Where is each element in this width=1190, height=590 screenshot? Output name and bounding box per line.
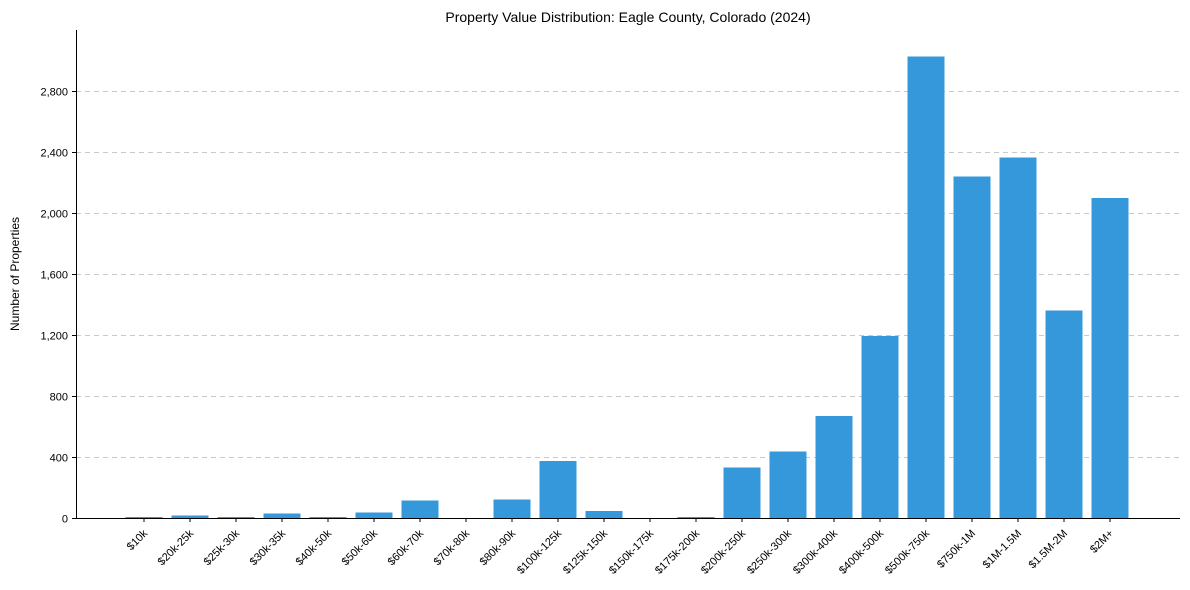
x-tick-label: $500k-750k: [883, 527, 932, 576]
x-tick-label: $80k-90k: [478, 527, 519, 568]
x-tick-label: $1.5M-2M: [1027, 528, 1071, 572]
y-tick-label: 0: [62, 514, 68, 526]
bar: [953, 176, 991, 518]
x-tick-label: $175k-200k: [653, 527, 702, 576]
bar: [539, 460, 577, 518]
bar: [861, 335, 899, 518]
bar: [1045, 310, 1083, 518]
bars: [125, 56, 1129, 518]
y-axis-ticks: 0 400 800 1,200 1,600 2,000 2,400 2,800: [40, 87, 76, 526]
x-tick-label: $40k-50k: [294, 527, 335, 568]
bar: [677, 517, 715, 518]
x-tick-label: $10k: [125, 527, 151, 553]
x-tick-label: $300k-400k: [791, 527, 840, 576]
x-tick-label: $2M+: [1088, 528, 1116, 556]
y-tick-label: 1,600: [40, 270, 68, 282]
x-tick-label: $100k-125k: [515, 527, 564, 576]
x-tick-label: $200k-250k: [699, 527, 748, 576]
y-axis-label: Number of Properties: [8, 217, 22, 331]
x-tick-label: $60k-70k: [386, 527, 427, 568]
x-tick-label: $125k-150k: [561, 527, 610, 576]
x-tick-label: $150k-175k: [607, 527, 656, 576]
y-tick-label: 2,800: [40, 87, 68, 99]
x-tick-label: $750k-1M: [935, 528, 978, 571]
gridlines: [76, 91, 1180, 458]
bar: [815, 415, 853, 518]
bar: [309, 517, 347, 518]
bar: [263, 513, 301, 518]
bar: [907, 56, 945, 518]
x-tick-label: $250k-300k: [745, 527, 794, 576]
x-tick-label: $400k-500k: [837, 527, 886, 576]
bar: [401, 500, 439, 518]
bar: [999, 157, 1037, 518]
bar: [769, 451, 807, 518]
x-axis-ticks: $10k $20k-25k $25k-30k $30k-35k $40k-50k $50k…: [125, 518, 1116, 577]
bar: [585, 511, 623, 518]
bar: [493, 499, 531, 518]
x-tick-label: $30k-35k: [248, 527, 289, 568]
bar: [355, 512, 393, 518]
bar: [125, 517, 163, 518]
y-tick-label: 1,200: [40, 331, 68, 343]
x-tick-label: $25k-30k: [202, 527, 243, 568]
bar: [171, 515, 209, 518]
bar: [723, 467, 761, 518]
bar: [1091, 197, 1129, 518]
x-tick-label: $50k-60k: [340, 527, 381, 568]
x-tick-label: $20k-25k: [156, 527, 197, 568]
y-tick-label: 2,400: [40, 148, 68, 160]
y-tick-label: 2,000: [40, 209, 68, 221]
y-tick-label: 400: [50, 453, 68, 465]
x-tick-label: $70k-80k: [432, 527, 473, 568]
bar: [217, 517, 255, 518]
y-tick-label: 800: [50, 392, 68, 404]
chart-title: Property Value Distribution: Eagle Count…: [445, 9, 810, 25]
x-tick-label: $1M-1.5M: [981, 528, 1025, 572]
